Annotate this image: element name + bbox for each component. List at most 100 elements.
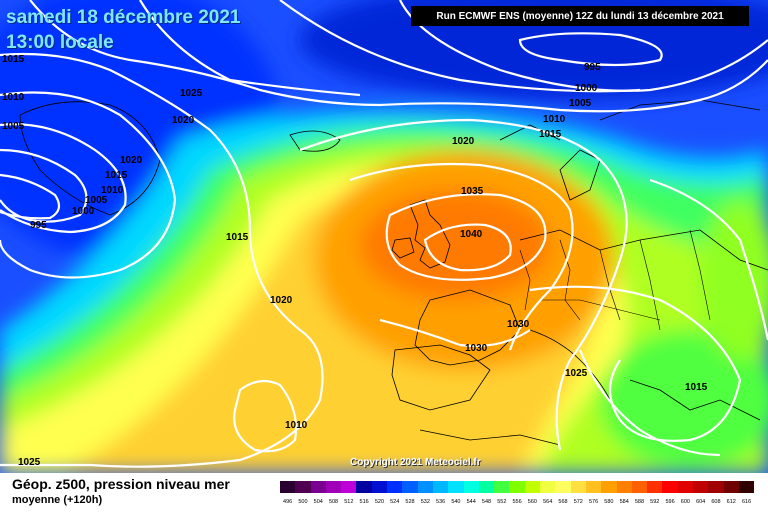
isobar-label: 995 xyxy=(584,62,601,73)
color-scale-cell xyxy=(448,481,464,493)
isobar-label: 1005 xyxy=(2,121,25,132)
color-scale-label: 568 xyxy=(558,499,568,505)
color-scale-label: 616 xyxy=(741,499,752,505)
color-scale-label: 528 xyxy=(405,499,415,505)
isobar-label: 1020 xyxy=(270,295,293,306)
color-scale-label: 560 xyxy=(527,499,537,505)
color-scale-label: 548 xyxy=(481,499,492,505)
color-scale-cell xyxy=(387,481,403,493)
copyright: Copyright 2021 Meteociel.fr xyxy=(350,457,481,468)
color-scale-label: 508 xyxy=(328,499,339,505)
color-scale-cell xyxy=(494,481,510,493)
isobar-label: 995 xyxy=(30,220,47,231)
model-run-info: Run ECMWF ENS (moyenne) 12Z du lundi 13 … xyxy=(411,6,749,26)
map-title: Géop. z500, pression niveau mer xyxy=(12,476,230,492)
country-borders xyxy=(519,229,711,331)
weather-map: 1015 1010 1005 1025 1020 1020 1015 1010 … xyxy=(0,0,768,473)
color-scale-label: 564 xyxy=(543,499,553,505)
color-scale-cell xyxy=(693,481,709,493)
isobar-label: 1010 xyxy=(285,420,308,431)
legend-footer: Géop. z500, pression niveau mer moyenne … xyxy=(0,473,768,512)
color-scale-cell xyxy=(585,481,602,493)
isobar-labels: 1015 1010 1005 1025 1020 1020 1015 1010 … xyxy=(2,54,708,468)
color-scale-label: 540 xyxy=(451,499,461,505)
color-scale-cell xyxy=(280,481,296,493)
color-scale-cell xyxy=(570,481,586,493)
color-scale-cell xyxy=(647,481,663,493)
color-scale-cell xyxy=(417,481,433,493)
isobar-label: 1020 xyxy=(172,115,195,126)
isobar-label: 1020 xyxy=(120,155,143,166)
isobar-label: 1010 xyxy=(101,185,124,196)
color-scale-label: 596 xyxy=(665,499,675,505)
color-scale-label: 500 xyxy=(298,499,308,505)
isobar-label: 1010 xyxy=(2,92,25,103)
color-scale-cell xyxy=(524,481,541,493)
color-scale xyxy=(280,481,755,493)
isobar-label: 1025 xyxy=(180,88,203,99)
map-subtitle: moyenne (+120h) xyxy=(12,494,103,506)
color-scale-cell xyxy=(341,481,357,493)
color-scale-cell xyxy=(478,481,495,493)
isobar-label: 1015 xyxy=(685,382,708,393)
color-scale-label: 536 xyxy=(436,499,446,505)
color-scale-cell xyxy=(310,481,326,493)
color-scale-cell xyxy=(616,481,632,493)
forecast-date: samedi 18 décembre 2021 xyxy=(6,7,241,28)
color-scale-label: 612 xyxy=(726,499,736,505)
color-scale-cell xyxy=(555,481,571,493)
color-scale-cell xyxy=(509,481,525,493)
color-scale-label: 556 xyxy=(512,499,522,505)
color-scale-label: 588 xyxy=(634,499,645,505)
color-scale-label: 600 xyxy=(680,499,690,505)
isobar-label: 1020 xyxy=(452,136,475,147)
color-scale-cell xyxy=(356,481,372,493)
color-scale-labels: 496 500 504 508 512 516 520 524 528 532 536 540 544 5… xyxy=(280,499,754,505)
isobar-label: 1015 xyxy=(105,170,128,181)
color-scale-cell xyxy=(295,481,311,493)
isobar-label: 1005 xyxy=(569,98,592,109)
isobar-label: 1000 xyxy=(575,83,598,94)
isobar-label: 1040 xyxy=(460,229,483,240)
color-scale-cell xyxy=(601,481,617,493)
color-scale-cell xyxy=(432,481,449,493)
color-scale-label: 608 xyxy=(711,499,721,505)
color-scale-label: 576 xyxy=(588,499,599,505)
color-scale-label: 516 xyxy=(359,499,369,505)
isobars xyxy=(0,0,768,468)
isobar-label: 1025 xyxy=(565,368,588,379)
color-scale-cell xyxy=(708,481,724,493)
color-scale-cell xyxy=(402,481,418,493)
color-scale-cell xyxy=(463,481,479,493)
color-scale-label: 524 xyxy=(390,499,400,505)
isobar-label: 1025 xyxy=(18,457,41,468)
color-scale-label: 544 xyxy=(466,499,476,505)
color-scale-label: 496 xyxy=(283,499,293,505)
color-scale-label: 504 xyxy=(313,499,323,505)
isobar-label: 1015 xyxy=(2,54,25,65)
color-scale-label: 520 xyxy=(374,499,385,505)
color-scale-cell xyxy=(325,481,342,493)
isobar-label: 1035 xyxy=(461,186,484,197)
color-scale-label: 552 xyxy=(497,499,507,505)
color-scale-cell xyxy=(371,481,388,493)
isobar-label: 1030 xyxy=(507,319,530,330)
isobar-label: 1000 xyxy=(72,206,95,217)
color-scale-cell xyxy=(631,481,648,493)
isobar-label: 1015 xyxy=(539,129,562,140)
color-scale-label: 532 xyxy=(420,499,430,505)
color-scale-cell xyxy=(662,481,678,493)
forecast-time: 13:00 locale xyxy=(6,32,114,53)
isobar-label: 1015 xyxy=(226,232,249,243)
isobar-label: 1010 xyxy=(543,114,566,125)
color-scale-cell xyxy=(540,481,556,493)
color-scale-cell xyxy=(738,481,755,493)
color-scale-cell xyxy=(723,481,739,493)
color-scale-label: 580 xyxy=(604,499,614,505)
color-scale-label: 592 xyxy=(650,499,660,505)
isobar-label: 1030 xyxy=(465,343,488,354)
color-scale-label: 584 xyxy=(619,499,629,505)
color-scale-label: 604 xyxy=(696,499,706,505)
isobar-label: 1005 xyxy=(85,195,108,206)
